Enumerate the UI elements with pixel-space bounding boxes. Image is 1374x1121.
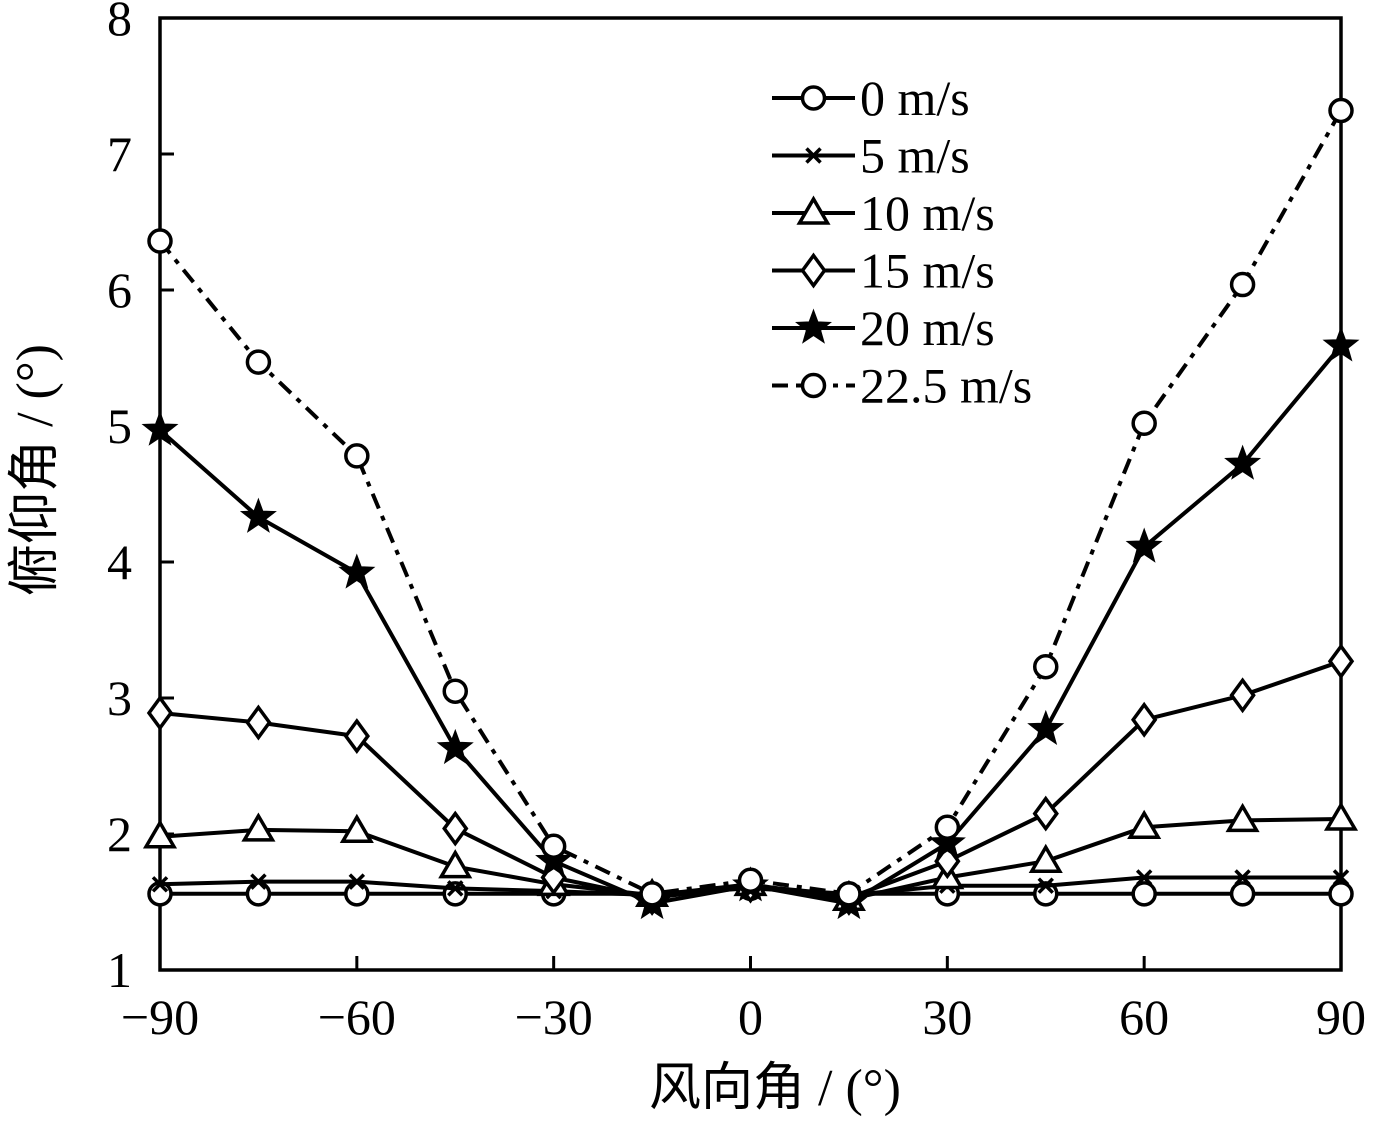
data-point (1135, 869, 1153, 886)
y-tick-label: 1 (107, 942, 132, 998)
series-line (159, 659, 1342, 900)
legend-label: 10 m/s (860, 185, 995, 241)
data-point (239, 497, 277, 533)
data-point (928, 824, 966, 860)
y-tick-label: 6 (107, 262, 132, 318)
data-point (339, 813, 374, 844)
data-point (1125, 527, 1163, 563)
data-point (1229, 677, 1256, 714)
data-point (344, 443, 370, 469)
data-point (1033, 653, 1059, 680)
legend-item: 20 m/s (772, 300, 995, 356)
legend-label: 15 m/s (860, 243, 995, 299)
data-point (245, 704, 272, 741)
data-point (1328, 881, 1354, 907)
data-point (1131, 881, 1157, 907)
legend-marker (805, 147, 822, 164)
data-point (438, 849, 473, 879)
y-axis-label: 俯仰角 / (°) (7, 344, 64, 596)
series-layer (141, 97, 1360, 920)
data-point (436, 728, 474, 765)
data-point (535, 841, 573, 877)
x-tick-label: 90 (1316, 989, 1366, 1045)
x-tick-label: 60 (1119, 989, 1169, 1045)
data-point (241, 812, 276, 842)
series-5 (147, 97, 1354, 907)
data-point (1225, 802, 1260, 833)
legend-item: 15 m/s (772, 243, 995, 299)
data-point (540, 833, 567, 859)
data-point (1032, 795, 1059, 832)
legend-item: 0 m/s (772, 70, 970, 126)
data-point (348, 873, 366, 890)
y-tick-label: 5 (107, 398, 132, 454)
legend-label: 5 m/s (860, 128, 970, 184)
legend-item: 22.5 m/s (772, 358, 1032, 414)
legend-label: 22.5 m/s (860, 358, 1032, 414)
legend-item: 10 m/s (772, 185, 995, 241)
x-tick-label: 0 (738, 989, 763, 1045)
data-point (146, 695, 174, 731)
y-axis: 1 2 3 4 5 6 7 8 (107, 0, 174, 998)
legend-marker (800, 252, 827, 289)
legend-label: 20 m/s (860, 300, 995, 356)
data-point (1327, 643, 1355, 680)
x-axis: −90 −60 −30 0 30 60 90 (121, 956, 1366, 1045)
data-point (142, 819, 178, 849)
data-point (836, 881, 862, 907)
data-point (1037, 877, 1054, 894)
data-point (1332, 869, 1350, 886)
series-line (158, 344, 1343, 906)
data-point (1323, 801, 1359, 831)
legend-marker (796, 195, 831, 225)
data-point (639, 881, 665, 907)
legend-label: 0 m/s (860, 70, 970, 126)
data-point (1229, 881, 1256, 907)
data-point (245, 881, 272, 907)
legend: 0 m/s5 m/s10 m/s15 m/s20 m/s22.5 m/s (772, 70, 1032, 414)
data-point (151, 876, 169, 893)
data-point (934, 814, 961, 840)
data-point (1224, 444, 1262, 480)
data-point (1027, 709, 1065, 745)
data-point (447, 880, 464, 897)
x-tick-label: −30 (515, 989, 593, 1045)
data-point (147, 228, 173, 254)
y-tick-label: 3 (107, 670, 132, 726)
data-point (1328, 97, 1354, 124)
x-tick-label: −90 (121, 989, 199, 1045)
data-point (245, 349, 272, 375)
legend-marker (795, 308, 832, 344)
y-tick-label: 4 (107, 534, 132, 590)
data-point (1028, 843, 1063, 873)
data-point (737, 867, 764, 893)
data-point (1229, 271, 1256, 298)
legend-marker (800, 372, 827, 399)
y-tick-label: 7 (107, 126, 132, 182)
data-point (1322, 326, 1360, 362)
data-point (343, 718, 371, 755)
data-point (1234, 869, 1251, 886)
data-point (1127, 809, 1162, 839)
data-point (1130, 701, 1158, 738)
x-axis-label: 风向角 / (°) (649, 1060, 901, 1117)
series-line (158, 109, 1343, 896)
legend-marker (800, 85, 827, 111)
data-point (442, 810, 469, 847)
legend-item: 5 m/s (772, 128, 970, 184)
x-tick-label: 30 (922, 989, 972, 1045)
data-point (250, 873, 267, 890)
data-point (1033, 881, 1059, 907)
y-tick-label: 2 (107, 806, 132, 862)
data-point (141, 410, 179, 446)
x-tick-label: −60 (318, 989, 396, 1045)
data-point (338, 553, 376, 589)
data-point (344, 881, 370, 907)
data-point (442, 678, 468, 704)
data-point (1131, 410, 1157, 437)
y-tick-label: 8 (107, 0, 132, 46)
